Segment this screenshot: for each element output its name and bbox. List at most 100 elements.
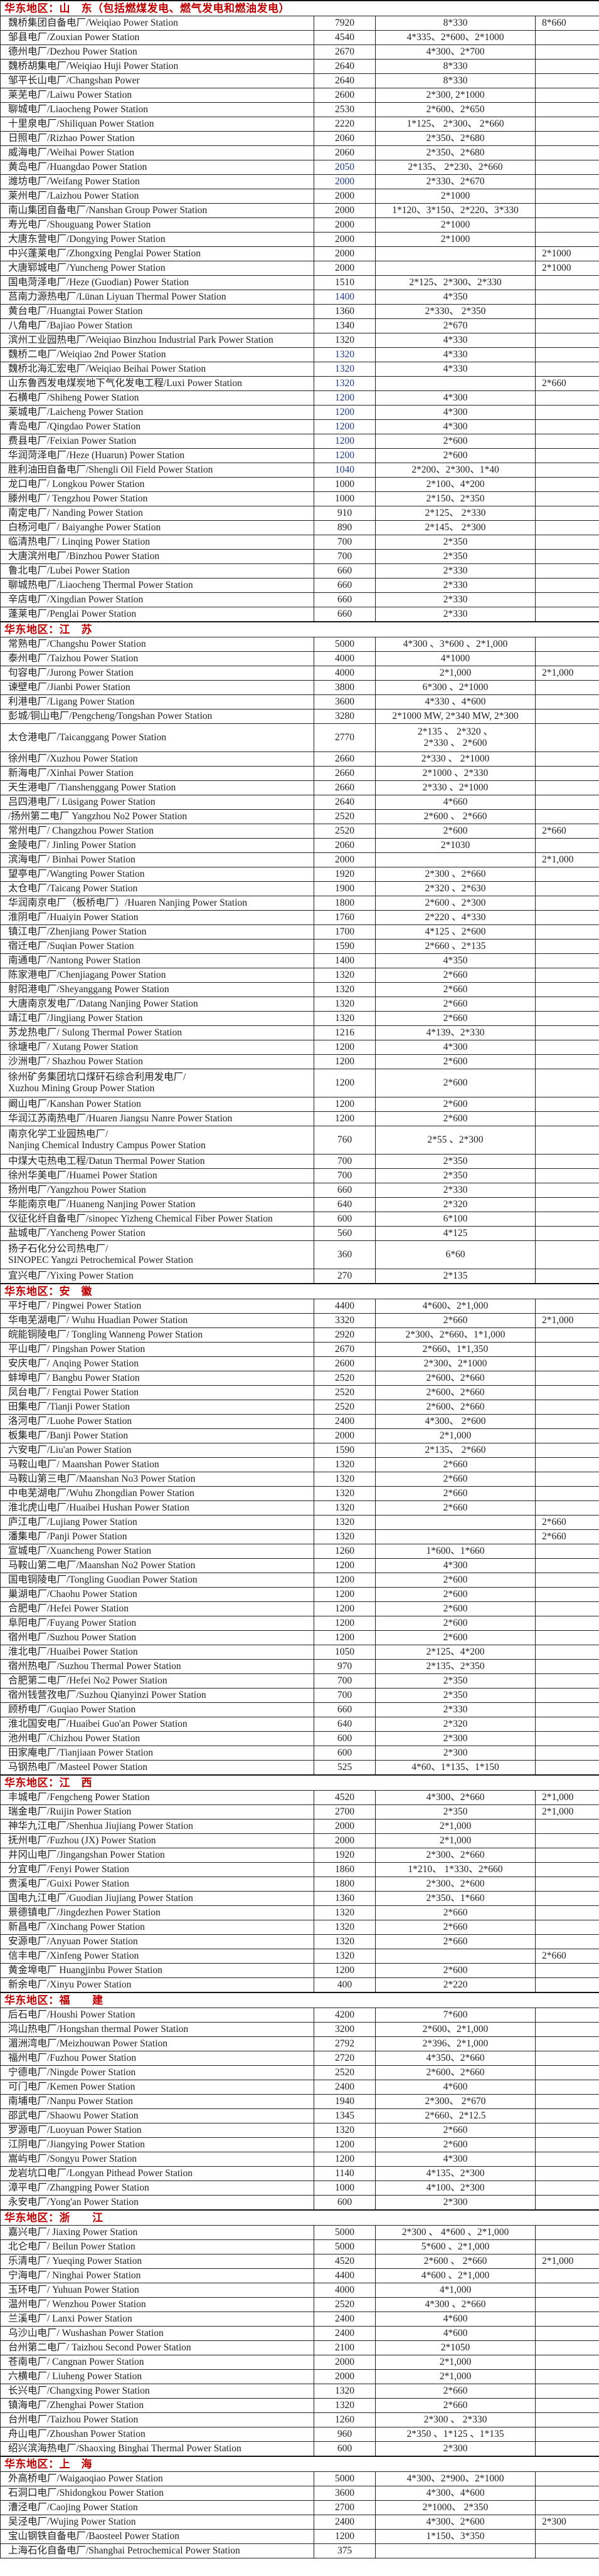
total-capacity: 2000 xyxy=(314,232,376,247)
total-capacity: 1940 xyxy=(314,2094,376,2109)
table-row: 永安电厂/Yong'an Power Station 600 2*300 xyxy=(0,2195,599,2211)
installed-units: 2*330 xyxy=(375,1702,536,1717)
station-name: 蚌埠电厂/ Bangbu Power Station xyxy=(0,1371,314,1386)
total-capacity: 1920 xyxy=(314,867,376,882)
planned-units xyxy=(535,535,599,550)
station-name: 宣城电厂/Xuancheng Power Station xyxy=(0,1544,314,1559)
station-name: 华润菏泽电厂/Heze (Huarun) Power Station xyxy=(0,448,314,463)
table-row: 滨州工业园热电厂/Weiqiao Binzhou Industrial Park… xyxy=(0,333,599,348)
installed-units: 1*210、 1*330、2*660 xyxy=(375,1862,536,1877)
planned-units xyxy=(535,1385,599,1400)
total-capacity: 1000 xyxy=(314,2181,376,2196)
table-row: 国电九江电厂/Guodian Jiujiang Power Station 136… xyxy=(0,1891,599,1906)
total-capacity: 1200 xyxy=(314,1601,376,1616)
planned-units xyxy=(535,1069,599,1097)
total-capacity: 4200 xyxy=(314,2008,376,2023)
table-row: 安源电厂/Anyuan Power Station 1320 2*660 xyxy=(0,1934,599,1949)
table-row: 瑞金电厂/Ruijin Power Station 2700 2*350 2*1,00… xyxy=(0,1804,599,1819)
planned-units xyxy=(535,2471,599,2486)
station-name: 仪征化纤自备电厂/sinopec Yizheng Chemical Fiber … xyxy=(0,1212,314,1227)
planned-units xyxy=(535,694,599,709)
planned-units xyxy=(535,780,599,795)
station-name: 国电九江电厂/Guodian Jiujiang Power Station xyxy=(0,1891,314,1906)
total-capacity: 1200 xyxy=(314,1097,376,1112)
planned-units xyxy=(535,390,599,406)
station-name: 中煤大屯热电工程/Datun Thermal Power Station xyxy=(0,1154,314,1169)
planned-units xyxy=(535,102,599,117)
installed-units: 2*600 xyxy=(375,448,536,463)
total-capacity: 1000 xyxy=(314,491,376,506)
planned-units xyxy=(535,2268,599,2283)
planned-units: 2*1,000 xyxy=(535,1313,599,1328)
station-name: 镇江电厂/Zhenjiang Power Station xyxy=(0,924,314,940)
installed-units: 2*125、4*200 xyxy=(375,1645,536,1660)
installed-units xyxy=(375,1515,536,1530)
installed-units: 4*300、2*900、2*1000 xyxy=(375,2471,536,2486)
table-row: 八角电厂/Bajiao Power Station 1340 2*670 xyxy=(0,318,599,333)
total-capacity: 700 xyxy=(314,549,376,564)
station-name: 宿州钱营孜电厂/Suzhou Qianyinzi Power Station xyxy=(0,1688,314,1703)
planned-units xyxy=(535,2239,599,2254)
station-name: 滨州工业园热电厂/Weiqiao Binzhou Industrial Park… xyxy=(0,333,314,348)
station-name: 田家庵电厂/Tianjiaan Power Station xyxy=(0,1746,314,1761)
installed-units: 2*150、2*350 xyxy=(375,491,536,506)
station-name: 宿州电厂/Suzhou Power Station xyxy=(0,1630,314,1645)
table-row: 顾桥电厂/Guqiao Power Station 660 2*330 xyxy=(0,1702,599,1717)
total-capacity: 1320 xyxy=(314,1529,376,1544)
total-capacity: 5000 xyxy=(314,637,376,652)
station-name: 靖江电厂/Jingjiang Power Station xyxy=(0,1011,314,1026)
planned-units: 8*660 xyxy=(535,16,599,31)
total-capacity: 2000 xyxy=(314,217,376,233)
installed-units: 2*600 xyxy=(375,1601,536,1616)
region-title: 华东地区：山 东（包括燃煤发电、燃气发电和燃油发电） xyxy=(0,0,599,16)
installed-units: 4*600 、2*1,000 xyxy=(375,2268,536,2283)
installed-units: 2*600 xyxy=(375,1616,536,1631)
planned-units xyxy=(535,1934,599,1949)
table-row: 临清热电厂/ Linqing Power Station 700 2*350 xyxy=(0,535,599,550)
installed-units: 2*1,000 xyxy=(375,666,536,681)
planned-units xyxy=(535,1126,599,1154)
installed-units: 2*350 xyxy=(375,1154,536,1169)
total-capacity: 2520 xyxy=(314,824,376,839)
total-capacity: 1760 xyxy=(314,910,376,925)
station-name: 聊城热电厂/Liaocheng Thermal Power Station xyxy=(0,578,314,593)
station-name: 瑞金电厂/Ruijin Power Station xyxy=(0,1804,314,1819)
planned-units xyxy=(535,405,599,420)
table-row: 聊城电厂/Liaocheng Power Station 2530 2*600、2*… xyxy=(0,102,599,117)
table-row: 淮阴电厂/Huaiyin Power Station 1760 2*220 、4*3… xyxy=(0,910,599,925)
table-row: 贵溪电厂/Guixi Power Station 1800 2*300、2*600 xyxy=(0,1877,599,1892)
planned-units xyxy=(535,997,599,1012)
station-name: 中电芜湖电厂/Wuhu Zhongdian Power Station xyxy=(0,1486,314,1501)
planned-units xyxy=(535,30,599,45)
planned-units xyxy=(535,304,599,319)
installed-units: 2*660 xyxy=(375,1920,536,1935)
station-name: 青岛电厂/Qingdao Power Station xyxy=(0,419,314,434)
table-row: 玉环电厂/ Yuhuan Power Station 4000 4*1,000 xyxy=(0,2283,599,2298)
station-name: 温州电厂/ Wenzhou Power Station xyxy=(0,2297,314,2312)
table-row: 淮北国安电厂/Huaibei Guo'an Power Station 640 2*… xyxy=(0,1717,599,1732)
table-row: 大唐南京发电厂/Datang Nanjing Power Station 1320… xyxy=(0,997,599,1012)
total-capacity: 7920 xyxy=(314,16,376,31)
planned-units xyxy=(535,477,599,492)
planned-units xyxy=(535,1833,599,1848)
installed-units: 2*600、2*660 xyxy=(375,2065,536,2080)
total-capacity: 1320 xyxy=(314,1515,376,1530)
total-capacity: 1140 xyxy=(314,2166,376,2181)
station-name: 石洞口电厂/Shidongkou Power Station xyxy=(0,2486,314,2501)
table-row: 国电菏泽电厂/Heze (Guodian) Power Station 1510 2… xyxy=(0,275,599,290)
station-name: 威海电厂/Weihai Power Station xyxy=(0,145,314,160)
planned-units: 2*660 xyxy=(535,824,599,839)
total-capacity: 2520 xyxy=(314,1385,376,1400)
planned-units xyxy=(535,2137,599,2152)
table-row: 常熟电厂/Changshu Power Station 5000 4*300 、3*… xyxy=(0,637,599,652)
station-name: 玉环电厂/ Yuhuan Power Station xyxy=(0,2283,314,2298)
table-row: 谏壁电厂/Jianbi Power Station 3800 6*300 、2*10… xyxy=(0,680,599,695)
station-name: 淮北虎山电厂/Huaibei Hushan Power Station xyxy=(0,1500,314,1516)
total-capacity: 2000 xyxy=(314,189,376,204)
table-row: 漳平电厂/Zhangping Power Station 1000 4*100、2*… xyxy=(0,2181,599,2196)
total-capacity: 4000 xyxy=(314,651,376,666)
table-row: 射阳港电厂/Sheyanggang Power Station 1320 2*660 xyxy=(0,982,599,997)
total-capacity: 2600 xyxy=(314,1356,376,1371)
planned-units xyxy=(535,2181,599,2196)
table-row: 金陵电厂/ Jinling Power Station 2060 2*1030 xyxy=(0,838,599,853)
